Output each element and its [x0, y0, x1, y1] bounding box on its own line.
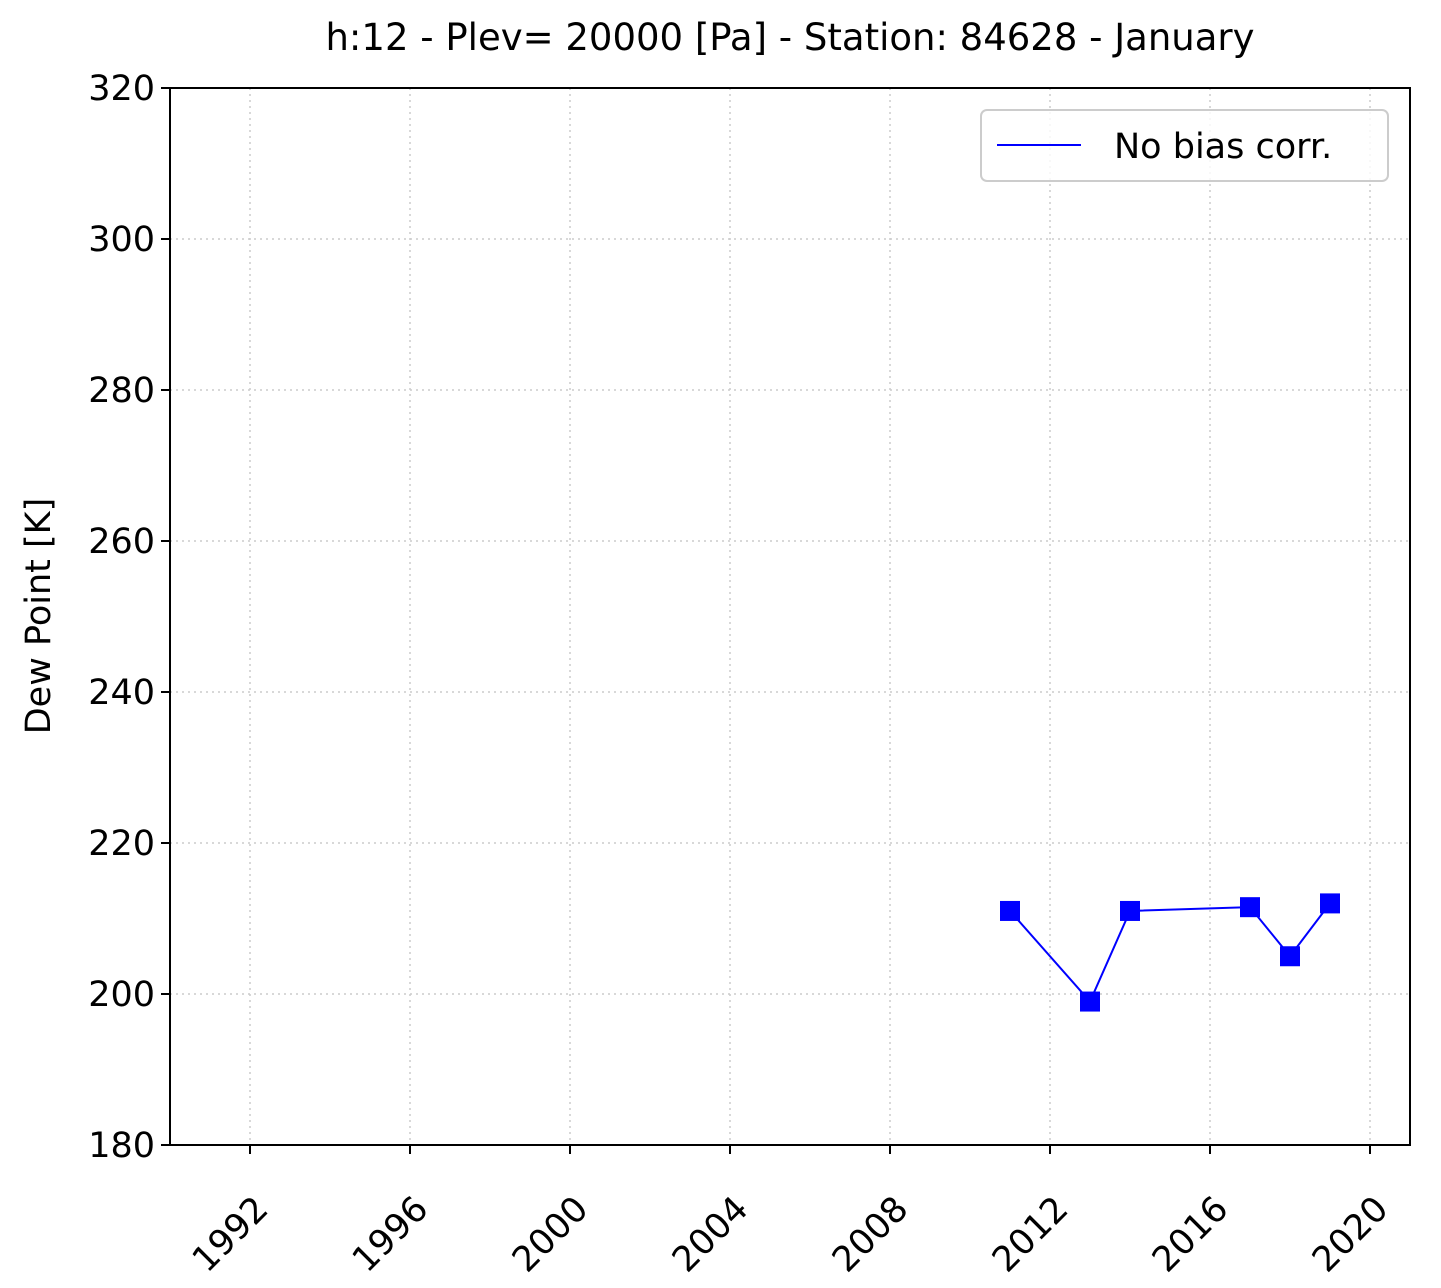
data-point-marker [1240, 897, 1260, 918]
data-point-marker [1320, 893, 1340, 914]
data-point-marker [1000, 900, 1020, 921]
x-tick-label: 2004 [665, 1189, 756, 1280]
data-point-marker [1280, 946, 1300, 967]
y-tick-label: 320 [88, 69, 155, 109]
x-tick-label: 1996 [345, 1189, 436, 1280]
x-tick-label: 2016 [1145, 1189, 1236, 1280]
series-layer [1000, 893, 1340, 1012]
y-axis-ticks: 180 200 220 240 260 280 300 320 [88, 69, 170, 1166]
legend: No bias corr. [980, 109, 1389, 182]
legend-box [980, 109, 1389, 182]
y-tick-label: 300 [88, 220, 155, 260]
legend-label: No bias corr. [1114, 127, 1332, 167]
data-point-marker [1120, 900, 1140, 921]
y-tick-label: 260 [88, 522, 155, 562]
y-axis-label: Dew Point [K] [19, 498, 59, 735]
y-tick-label: 280 [88, 371, 155, 411]
x-tick-label: 2020 [1305, 1189, 1396, 1280]
y-tick-label: 200 [88, 975, 155, 1015]
x-tick-label: 2008 [825, 1189, 916, 1280]
x-tick-label: 2000 [505, 1189, 596, 1280]
y-tick-label: 180 [88, 1126, 155, 1166]
x-tick-label: 2012 [985, 1189, 1076, 1280]
chart-title: h:12 - Plev= 20000 [Pa] - Station: 84628… [325, 16, 1254, 59]
y-tick-label: 220 [88, 824, 155, 864]
data-point-marker [1080, 991, 1100, 1012]
plot-frame [169, 87, 1411, 1146]
x-axis-ticks: 1992 1996 2000 2004 2008 2012 2016 2020 [185, 1145, 1396, 1280]
grid-layer [170, 88, 1410, 1145]
x-tick-label: 1992 [185, 1189, 276, 1280]
y-tick-label: 240 [88, 673, 155, 713]
